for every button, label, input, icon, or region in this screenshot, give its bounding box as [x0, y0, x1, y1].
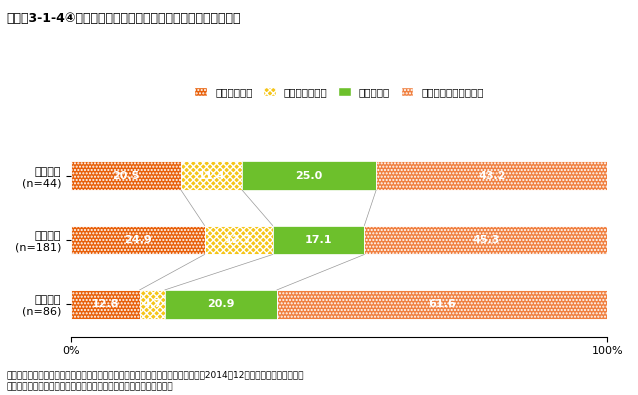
Bar — [181, 161, 242, 190]
Bar — [272, 226, 364, 254]
Text: 43.2: 43.2 — [478, 171, 506, 181]
Bar — [71, 290, 140, 319]
Text: 24.9: 24.9 — [124, 235, 152, 245]
Text: 25.0: 25.0 — [295, 171, 323, 181]
Bar — [71, 161, 181, 190]
Bar — [181, 161, 242, 190]
Bar — [277, 290, 607, 319]
Bar — [277, 290, 607, 319]
Text: コラム3-1-4④図　創業専門相談窓口の設置による創業支援体制: コラム3-1-4④図 創業専門相談窓口の設置による創業支援体制 — [6, 12, 241, 25]
Bar — [71, 290, 140, 319]
Text: 20.9: 20.9 — [207, 299, 235, 309]
Text: 17.1: 17.1 — [305, 235, 332, 245]
Bar — [364, 226, 607, 254]
Bar — [205, 226, 272, 254]
Bar — [71, 226, 205, 254]
Bar — [71, 226, 205, 254]
Text: 20.5: 20.5 — [112, 171, 140, 181]
Bar — [242, 161, 376, 190]
Bar — [165, 290, 277, 319]
Text: 12.8: 12.8 — [92, 299, 119, 309]
Text: 11.4: 11.4 — [198, 171, 225, 181]
Bar — [376, 161, 608, 190]
Text: 12.7: 12.7 — [225, 235, 253, 245]
Legend: 全支店で実施, 一部支店で実施, 現在検討中, 現在検討もしていない: 全支店で実施, 一部支店で実施, 現在検討中, 現在検討もしていない — [190, 83, 488, 101]
Bar — [376, 161, 608, 190]
Text: （注）地域金融機関に対して、各支店の創業支援体制を尋ねたもの。: （注）地域金融機関に対して、各支店の創業支援体制を尋ねたもの。 — [6, 382, 173, 391]
Text: 61.6: 61.6 — [428, 299, 456, 309]
Text: 45.3: 45.3 — [472, 235, 500, 245]
Bar — [364, 226, 607, 254]
Bar — [140, 290, 165, 319]
Text: 4.7: 4.7 — [142, 299, 162, 309]
Bar — [205, 226, 272, 254]
Text: 資料：中小企業庁委託「地域金融機関の中小企業への支援の実態に関する調査」（2014年12月、ランドブレイン㈱）: 資料：中小企業庁委託「地域金融機関の中小企業への支援の実態に関する調査」（201… — [6, 370, 304, 379]
Bar — [71, 161, 181, 190]
Bar — [140, 290, 165, 319]
